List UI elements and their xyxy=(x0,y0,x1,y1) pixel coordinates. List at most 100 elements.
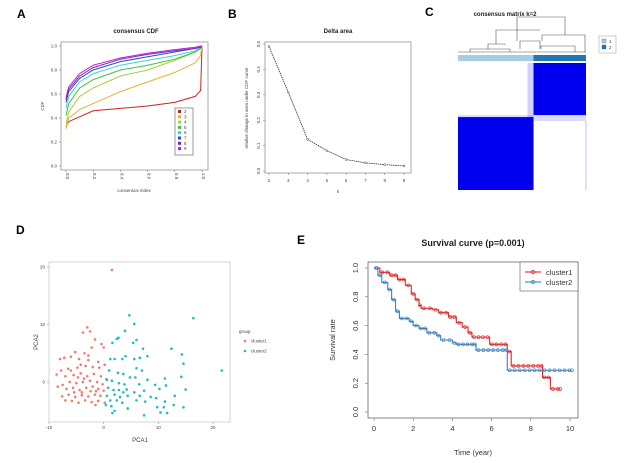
chart-d-xtick-label: 0 xyxy=(102,425,105,430)
chart-d-point-cluster2 xyxy=(162,406,166,409)
chart-e-censor-cluster2 xyxy=(542,368,547,373)
chart-e-censor-cluster2 xyxy=(409,319,414,324)
chart-b-xtick-label: 9 xyxy=(403,178,406,183)
chart-d-point-cluster2 xyxy=(149,395,152,399)
panel-label-d: D xyxy=(16,223,25,237)
chart-e-censor-cluster1 xyxy=(411,292,416,296)
chart-e-censor-cluster2 xyxy=(452,341,457,345)
chart-d-point-cluster1 xyxy=(85,326,89,329)
chart-a-line-k3 xyxy=(65,45,203,129)
chart-d-point-cluster2 xyxy=(165,411,169,415)
chart-d-point-cluster2 xyxy=(141,347,145,350)
chart-e-censor-cluster2 xyxy=(374,266,378,270)
chart-d-point-cluster1 xyxy=(83,351,86,355)
chart-e-censor-cluster2 xyxy=(419,326,423,331)
chart-e-censor-cluster1 xyxy=(494,342,499,347)
chart-d-point-cluster1 xyxy=(91,365,95,369)
chart-d-point-cluster2 xyxy=(134,376,137,379)
chart-d-point-cluster2 xyxy=(126,407,130,410)
chart-b-xlabel: k xyxy=(337,189,340,194)
chart-e-xtick-label: 2 xyxy=(411,424,415,433)
chart-b-point xyxy=(306,138,309,141)
chart-b-ytick-label: 0.1 xyxy=(256,142,261,149)
chart-b-ytick-label: 0.3 xyxy=(256,91,261,98)
chart-a-legend-label: 7 xyxy=(184,136,187,141)
chart-d-ytick-label: 10 xyxy=(40,322,46,327)
chart-e-xtick-label: 0 xyxy=(372,424,376,433)
chart-c-title: consensus matrix k=2 xyxy=(474,12,538,18)
chart-b-ytick-label: 0.4 xyxy=(256,66,261,73)
chart-e-ytick-label: 0.8 xyxy=(351,292,360,302)
chart-d-point-cluster1 xyxy=(69,355,73,359)
chart-a-ytick-label: 0.8 xyxy=(51,68,58,73)
chart-d-point-cluster1 xyxy=(95,380,99,384)
panel-label-e: E xyxy=(297,233,305,247)
chart-b-point xyxy=(364,161,367,165)
chart-d-point-cluster2 xyxy=(155,406,159,409)
chart-a-legend-swatch xyxy=(178,120,181,124)
chart-e-ytick-label: 0.4 xyxy=(351,349,360,359)
chart-a-xtick-label: 0.0 xyxy=(65,173,70,180)
chart-d-point-cluster2 xyxy=(115,337,119,341)
chart-e-censor-cluster2 xyxy=(501,348,505,352)
chart-b-point xyxy=(402,164,406,168)
chart-d-point-cluster2 xyxy=(159,411,162,414)
chart-d-ytick-label: 0 xyxy=(42,380,45,385)
chart-d-point-cluster1 xyxy=(84,386,88,390)
chart-a-ylabel: CDF xyxy=(40,101,45,110)
chart-b-title: Delta area xyxy=(324,29,353,35)
chart-d-point-cluster1 xyxy=(59,369,63,372)
chart-d-point-cluster1 xyxy=(85,374,89,378)
chart-a-legend-label: 4 xyxy=(184,120,187,125)
chart-d-point-cluster1 xyxy=(67,393,70,396)
chart-a-ytick-label: 1.0 xyxy=(51,44,58,49)
chart-e-censor-cluster1 xyxy=(558,387,563,391)
chart-d-point-cluster2 xyxy=(120,401,124,405)
chart-a-legend-swatch xyxy=(178,147,181,151)
chart-d-point-cluster1 xyxy=(103,363,107,367)
chart-d-point-cluster1 xyxy=(71,386,75,390)
chart-d-point-cluster2 xyxy=(163,400,167,403)
chart-d-point-cluster2 xyxy=(116,371,120,375)
chart-e-censor-cluster1 xyxy=(521,364,526,368)
chart-d-point-cluster1 xyxy=(80,391,84,394)
chart-e-censor-cluster2 xyxy=(423,326,427,331)
chart-b-xtick-label: 4 xyxy=(306,178,309,183)
chart-e-censor-cluster1 xyxy=(539,364,544,368)
chart-d-point-cluster2 xyxy=(123,383,126,386)
chart-a-legend-swatch xyxy=(178,110,181,113)
chart-e-censor-cluster1 xyxy=(555,387,560,391)
chart-b-point xyxy=(344,158,348,161)
chart-e-censor-cluster1 xyxy=(546,375,551,380)
chart-d-point-cluster1 xyxy=(77,357,81,361)
chart-d-point-cluster2 xyxy=(154,396,158,400)
chart-e-censor-cluster1 xyxy=(457,320,462,325)
chart-a-line-k8 xyxy=(65,45,203,101)
chart-e-censor-cluster2 xyxy=(473,342,477,347)
chart-e-censor-cluster1 xyxy=(406,283,411,288)
chart-d-point-cluster1 xyxy=(60,395,64,398)
chart-d-point-cluster2 xyxy=(122,391,125,394)
chart-a-ytick-label: 0.2 xyxy=(51,140,58,145)
chart-e-censor-cluster2 xyxy=(517,368,522,373)
chart-e-censor-cluster2 xyxy=(507,368,512,373)
chart-d-point-cluster1 xyxy=(79,363,83,367)
chart-e-censor-cluster1 xyxy=(481,335,485,339)
chart-d-point-cluster2 xyxy=(146,354,149,358)
chart-d-point-cluster2 xyxy=(220,369,224,372)
chart-a-line-k5 xyxy=(65,45,203,116)
chart-b-ytick-label: 0.0 xyxy=(256,167,261,174)
chart-d-point-cluster1 xyxy=(75,381,78,385)
chart-e-censor-cluster1 xyxy=(389,273,394,278)
chart-d-point-cluster2 xyxy=(125,388,128,391)
chart-e-censor-cluster1 xyxy=(542,375,547,380)
chart-d-point-cluster1 xyxy=(61,383,64,387)
chart-d-point-cluster1 xyxy=(89,389,92,393)
chart-e-censor-cluster1 xyxy=(433,307,438,312)
chart-d-point-cluster2 xyxy=(108,399,112,402)
chart-e-xtick-label: 8 xyxy=(529,424,533,433)
chart-e-censor-cluster2 xyxy=(481,348,486,352)
chart-e-censor-cluster1 xyxy=(428,306,432,311)
chart-e-censor-cluster2 xyxy=(522,368,527,373)
chart-d-point-cluster2 xyxy=(128,376,132,379)
